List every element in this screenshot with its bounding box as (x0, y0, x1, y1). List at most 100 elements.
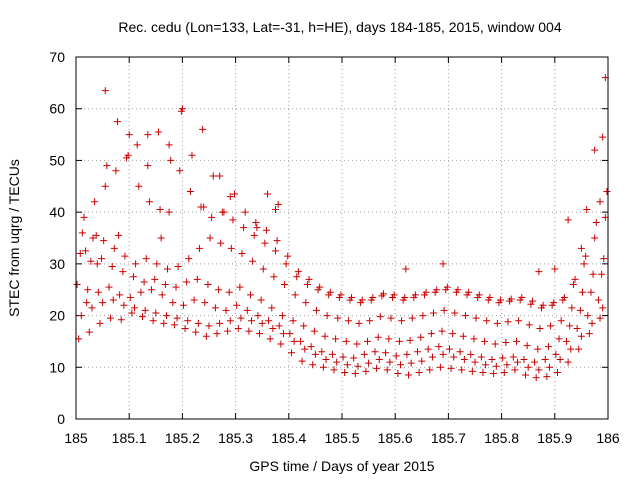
data-point (200, 203, 208, 211)
data-point (592, 218, 600, 226)
data-point (504, 318, 512, 326)
data-point (158, 291, 166, 299)
data-point (414, 348, 422, 356)
data-point (284, 252, 292, 260)
data-point (398, 317, 406, 325)
data-point (152, 309, 160, 317)
data-point (254, 312, 262, 320)
data-point (156, 206, 164, 214)
data-point (594, 296, 602, 304)
data-point (120, 301, 128, 309)
data-point (293, 273, 301, 281)
data-point (253, 224, 261, 232)
data-point (518, 293, 526, 301)
data-point (553, 368, 561, 376)
data-point (551, 265, 559, 273)
x-tick-label: 186 (596, 430, 620, 446)
data-point (246, 291, 254, 299)
data-point (108, 262, 116, 270)
data-point (568, 304, 576, 312)
data-point (502, 338, 510, 346)
data-point (259, 265, 267, 273)
data-point (535, 268, 543, 276)
data-point (584, 312, 592, 320)
data-point (216, 172, 224, 180)
data-point (587, 288, 595, 296)
data-point (515, 317, 523, 325)
data-point (82, 247, 90, 255)
y-tick-label: 10 (49, 359, 65, 375)
data-point (109, 296, 117, 304)
data-point (406, 336, 414, 344)
data-point (290, 337, 298, 345)
data-point (512, 337, 520, 345)
data-point (433, 286, 441, 294)
data-point (589, 270, 597, 278)
data-point (300, 322, 308, 330)
data-point (309, 361, 317, 369)
data-point (386, 358, 394, 366)
data-point (411, 291, 419, 299)
data-point (527, 300, 535, 308)
data-point (206, 234, 214, 242)
data-point (165, 208, 173, 216)
data-point (179, 301, 187, 309)
data-point (509, 353, 517, 361)
data-point (269, 325, 277, 332)
data-point (113, 118, 121, 126)
data-point (190, 296, 198, 304)
data-point (233, 301, 241, 309)
data-point (470, 335, 478, 343)
data-point (479, 368, 487, 376)
data-point (382, 349, 390, 357)
data-point (591, 146, 599, 154)
data-point (354, 362, 362, 370)
data-point (351, 369, 359, 377)
data-point (186, 187, 194, 195)
data-point (148, 286, 156, 294)
data-point (438, 327, 446, 335)
data-point (341, 368, 349, 376)
data-point (385, 335, 393, 343)
data-point (225, 288, 233, 296)
data-point (193, 275, 201, 283)
data-point (88, 304, 96, 312)
data-point (236, 283, 244, 291)
data-point (535, 366, 543, 374)
x-axis-title: GPS time / Days of year 2015 (249, 458, 434, 474)
data-point (490, 369, 498, 377)
data-point (419, 312, 427, 320)
data-point (424, 345, 432, 353)
data-point (131, 304, 139, 312)
data-point (497, 296, 505, 304)
data-point (477, 353, 485, 361)
data-point (238, 250, 246, 258)
data-point (449, 330, 457, 338)
data-point (332, 335, 340, 343)
y-tick-label: 50 (49, 152, 65, 168)
y-tick-labels: 0 10 20 30 40 50 60 70 (49, 49, 65, 427)
data-point (358, 296, 366, 304)
data-point (566, 322, 574, 330)
data-point (227, 244, 235, 252)
data-point (539, 301, 547, 309)
data-point (208, 213, 216, 221)
data-point (211, 304, 219, 312)
data-point (344, 317, 352, 325)
data-point (492, 362, 500, 370)
data-point (482, 361, 490, 369)
data-point (401, 293, 409, 301)
chart-title: Rec. cedu (Lon=133, Lat=-31, h=HE), days… (118, 19, 561, 35)
data-point (417, 333, 425, 341)
data-point (488, 356, 496, 364)
data-point (577, 244, 585, 252)
data-point (418, 357, 426, 365)
data-point (234, 325, 242, 332)
data-point (176, 167, 184, 175)
data-point (87, 257, 95, 265)
data-point (467, 350, 475, 358)
data-point (282, 260, 290, 268)
data-point (205, 322, 213, 330)
data-point (268, 304, 276, 312)
